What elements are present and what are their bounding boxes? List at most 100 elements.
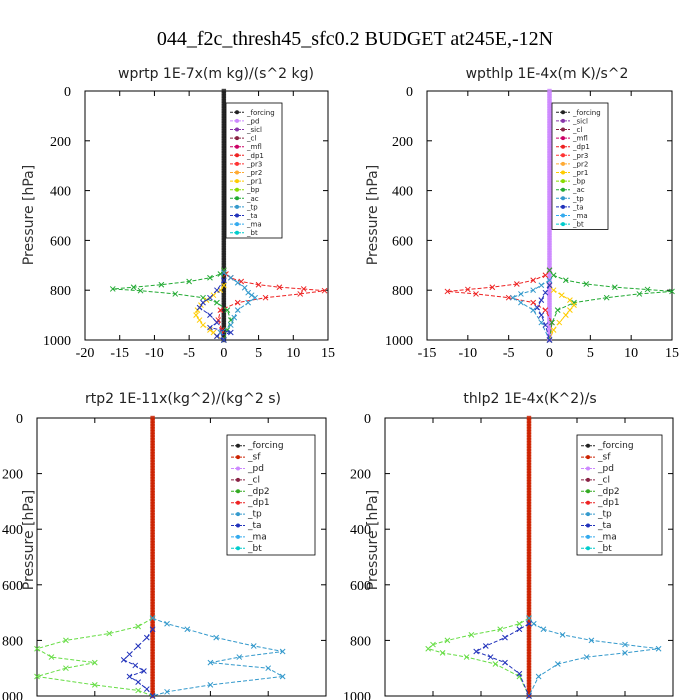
series-point [425,645,432,652]
series-point [150,504,155,510]
legend-label: _ma [597,532,617,542]
series-point [221,205,227,211]
series-point [91,682,98,688]
series-point [547,258,552,263]
series-point [224,307,231,313]
series-point [550,272,557,279]
series-point [150,440,155,446]
series-point [221,195,227,201]
y-tick-label: 400 [2,523,23,538]
x-tick-label: 5 [587,346,594,361]
series-point [547,93,552,99]
legend-label: _ma [572,212,588,220]
series-point [210,292,217,299]
series-point [526,688,532,693]
series-point [150,482,155,487]
series-point [526,602,532,607]
series-point [217,307,224,313]
series-point [150,618,155,624]
series-point [547,220,552,226]
y-tick-label: 400 [350,523,371,538]
series-point [150,657,155,663]
series-point [245,289,252,296]
series-point [164,688,170,695]
series-point [150,513,155,518]
plot-frame [84,90,329,341]
y-axis-label: Pressure [hPa] [21,165,37,265]
legend-label: _dp2 [597,487,620,497]
series-point [150,415,155,421]
series-point [221,255,227,261]
series-point [526,524,532,529]
series-point [547,156,552,161]
y-tick-label: 1000 [343,690,371,700]
legend-label: _pr1 [572,169,588,177]
series-point [547,307,552,313]
series-point [547,116,552,121]
series-point [526,677,532,682]
series-point [526,426,532,432]
series-point [221,185,227,191]
series-point [221,310,227,315]
series-point [150,677,155,682]
series-point [150,421,155,426]
series-point [622,641,628,648]
y-axis-label: Pressure [hPa] [21,490,37,590]
series-point [538,319,545,326]
legend-marker [235,230,239,235]
series-point [221,238,227,243]
series-point [221,163,227,168]
series-point [526,563,532,568]
series-point [255,281,262,288]
legend-label: _pd [247,464,264,474]
series-point [547,91,552,96]
legend-marker [235,144,239,149]
series-point [221,91,227,96]
series-point [221,151,227,156]
series-point [526,691,532,696]
series-point [150,568,155,574]
legend-label: _dp1 [246,152,264,160]
series-point [150,579,155,585]
series-point [221,116,227,121]
series-point [547,240,552,246]
series-point [214,333,220,340]
legend-label: _pr2 [246,169,262,177]
series-point [150,596,155,601]
series-point [558,292,565,299]
series-point [150,610,155,615]
series-point [547,230,552,236]
legend-marker [235,222,239,227]
series-point [547,235,552,241]
series-point [526,429,532,435]
series-point [554,661,561,667]
series-point [444,637,451,644]
series-point [526,513,532,518]
series-point [526,682,532,688]
legend-label: _dp1 [572,143,590,151]
series-point [297,291,304,297]
series-point [526,635,532,640]
series-point [526,496,532,501]
legend-label: _forcing [572,109,601,117]
legend: _forcing _sf_pd_cl _dp2_dp1 _tp_ta_ma _bt [576,434,663,556]
legend-marker [561,144,565,149]
legend-label: _ac [572,186,585,194]
legend-label: _tp [247,510,262,520]
series-point [193,312,199,318]
series-point [221,168,227,173]
series-point [526,527,532,532]
series-point [150,457,155,462]
series-point [526,493,532,499]
series-point [571,299,577,306]
series-point [547,111,552,116]
series-point [547,126,552,131]
series-point [530,620,537,627]
series-point [221,133,227,139]
series-point [91,659,98,666]
series-point [149,626,156,633]
legend-label: _ta [597,521,612,531]
series-point [526,435,532,440]
series-point [526,449,532,454]
series-point [158,281,165,288]
